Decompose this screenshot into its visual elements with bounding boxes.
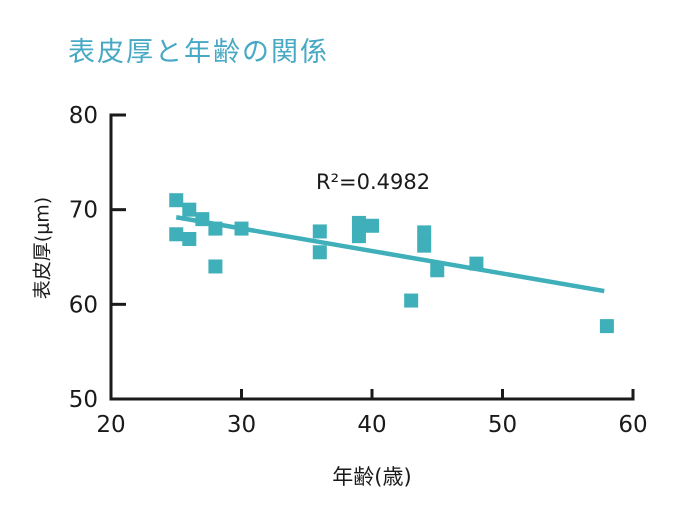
scatter-point: [312, 224, 327, 239]
scatter-point: [182, 232, 197, 247]
r-squared-annotation: R²=0.4982: [316, 170, 431, 194]
scatter-point: [417, 225, 432, 240]
chart-title: 表皮厚と年齢の関係: [68, 37, 329, 68]
scatter-point: [351, 215, 366, 230]
x-tick-label: 50: [488, 412, 517, 438]
y-axis-label: 表皮厚(μm): [31, 196, 54, 300]
x-tick-label: 30: [227, 412, 256, 438]
x-tick-label: 20: [96, 412, 125, 438]
scatter-point: [599, 319, 614, 334]
x-axis-label: 年齢(歳): [332, 465, 412, 489]
scatter-point: [417, 238, 432, 253]
scatter-point: [169, 193, 184, 208]
scatter-point: [430, 263, 445, 278]
scatter-point: [208, 259, 223, 274]
y-tick-label: 60: [69, 292, 98, 318]
x-tick-label: 60: [618, 412, 647, 438]
y-tick-label: 70: [69, 198, 98, 224]
y-tick-label: 50: [69, 387, 98, 413]
scatter-point: [404, 293, 419, 308]
trend-line: [175, 215, 605, 294]
scatter-point: [169, 227, 184, 242]
y-tick-label: 80: [69, 103, 98, 129]
x-tick-label: 40: [357, 412, 386, 438]
scatter-point: [365, 218, 379, 233]
scatter-point: [182, 202, 197, 217]
scatter-point: [312, 245, 327, 260]
scatter-point: [351, 229, 366, 244]
